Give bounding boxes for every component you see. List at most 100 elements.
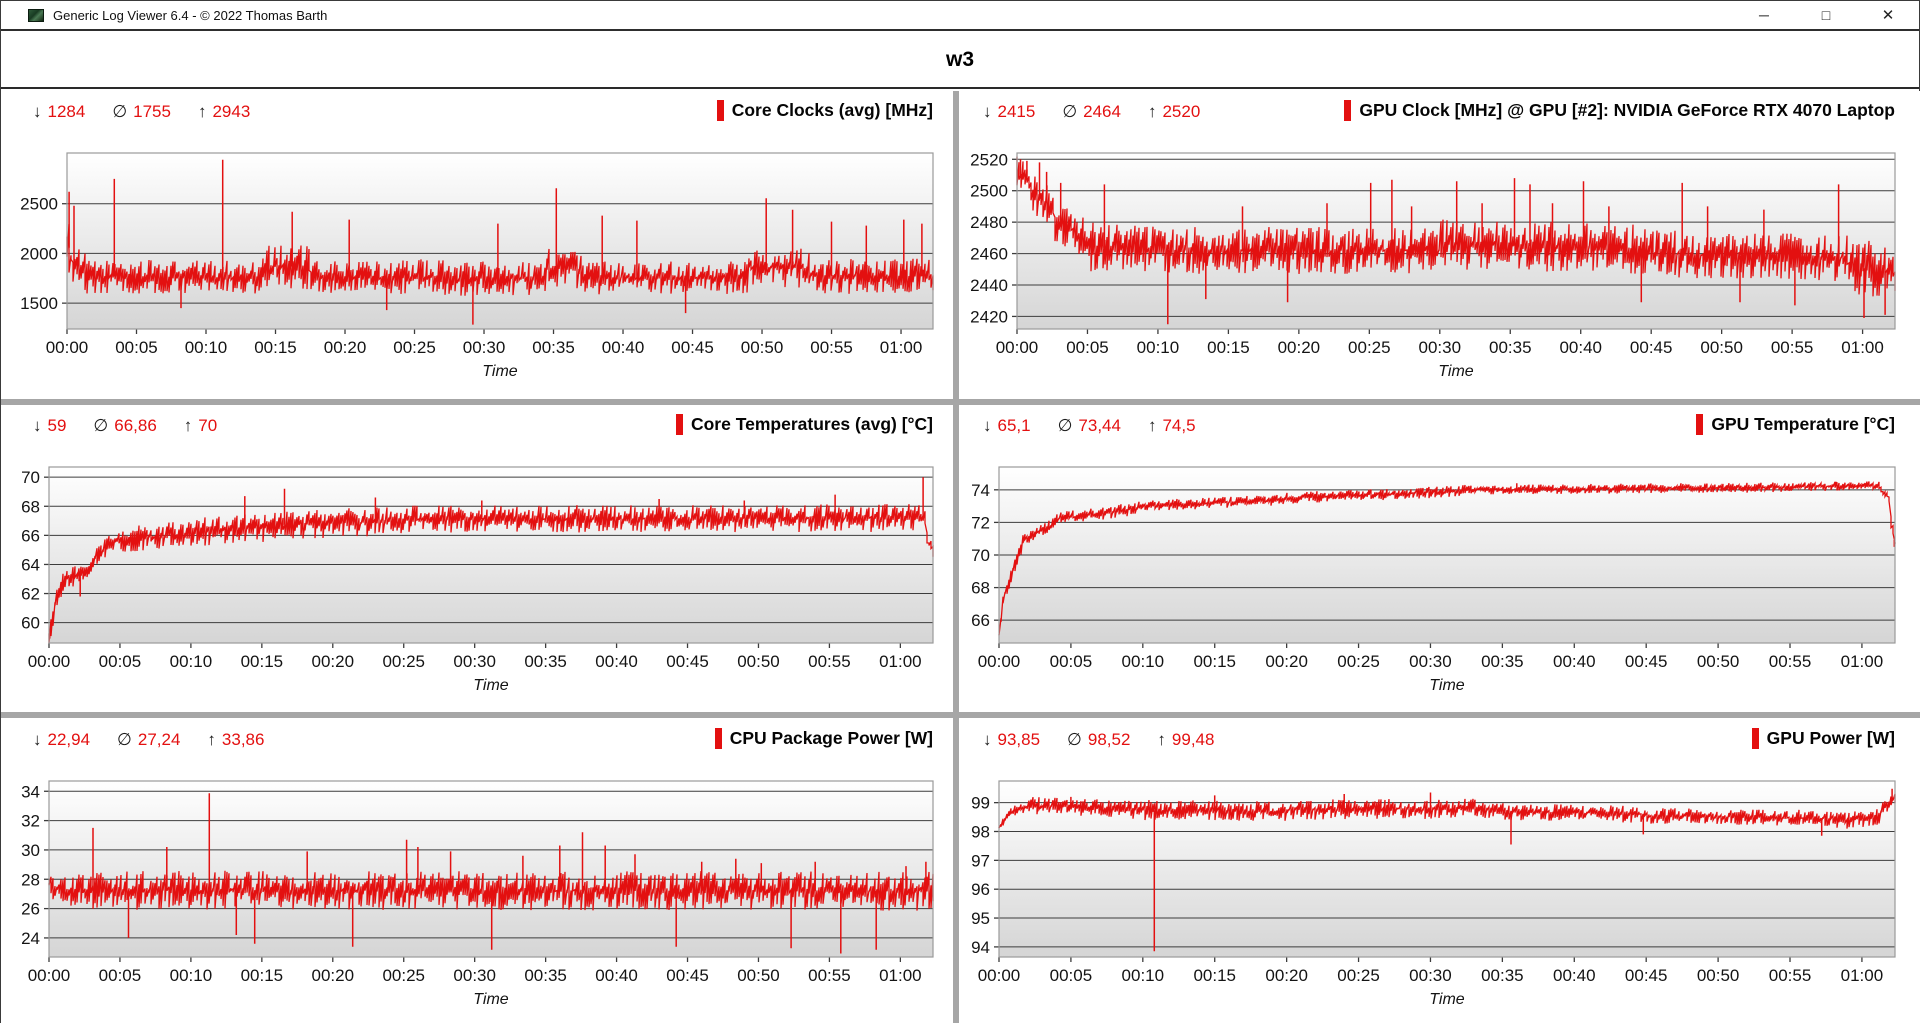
chart-panel-core-clocks: ↓ 1284 ∅ 1755 ↑ 2943 Core Clocks (avg) [MHz] 25… (9, 91, 953, 399)
minimize-button[interactable]: ─ (1759, 7, 1769, 23)
svg-text:Time: Time (1438, 363, 1474, 380)
stat-max-value: 99,48 (1171, 730, 1215, 749)
plot-cpu-package-power[interactable]: 34 32 30 28 26 24 00:00 00:05 00:10 00:15 00:20 00:… (9, 719, 953, 1023)
svg-text:00:50: 00:50 (737, 652, 780, 671)
max-icon: ↑ (197, 102, 207, 121)
stats-row: ↓ 93,85 ∅ 98,52 ↑ 99,48 (983, 730, 1214, 750)
stats-row: ↓ 22,94 ∅ 27,24 ↑ 33,86 (33, 730, 264, 750)
svg-text:00:25: 00:25 (1337, 652, 1380, 671)
plot-core-clocks[interactable]: 2500 2000 1500 00:00 00:05 00:10 00:15 00:20 00:… (9, 91, 953, 399)
stats-row: ↓ 65,1 ∅ 73,44 ↑ 74,5 (983, 416, 1196, 436)
svg-text:74: 74 (971, 481, 990, 500)
stat-min-value: 93,85 (997, 730, 1041, 749)
svg-text:28: 28 (21, 870, 40, 889)
svg-text:00:05: 00:05 (115, 338, 158, 357)
svg-text:00:25: 00:25 (1348, 338, 1391, 357)
series-color-icon (716, 100, 724, 121)
stat-max: ↑ 70 (184, 416, 217, 436)
svg-text:72: 72 (971, 513, 990, 532)
svg-text:00:35: 00:35 (524, 966, 567, 985)
file-header: w3 (1, 33, 1919, 89)
stats-row: ↓ 1284 ∅ 1755 ↑ 2943 (33, 102, 250, 122)
svg-text:00:20: 00:20 (1265, 652, 1308, 671)
max-icon: ↑ (1147, 102, 1157, 121)
svg-text:00:15: 00:15 (241, 652, 284, 671)
svg-text:97: 97 (971, 851, 990, 870)
avg-icon: ∅ (1057, 416, 1073, 435)
legend: CPU Package Power [W] (714, 728, 933, 749)
svg-text:00:05: 00:05 (1050, 652, 1093, 671)
svg-text:2420: 2420 (970, 307, 1008, 326)
svg-text:00:15: 00:15 (254, 338, 297, 357)
svg-text:00:55: 00:55 (1771, 338, 1814, 357)
stat-min: ↓ 93,85 (983, 730, 1040, 750)
svg-text:Time: Time (473, 677, 509, 694)
legend: GPU Clock [MHz] @ GPU [#2]: NVIDIA GeFor… (1344, 100, 1895, 121)
svg-text:01:00: 01:00 (879, 652, 922, 671)
avg-icon: ∅ (93, 416, 109, 435)
close-button[interactable]: ✕ (1881, 7, 1895, 24)
series-color-icon (675, 414, 683, 435)
stat-min: ↓ 2415 (983, 102, 1035, 122)
stat-avg: ∅ 2464 (1062, 102, 1121, 122)
svg-text:00:40: 00:40 (595, 966, 638, 985)
window-controls: ─ □ ✕ (1733, 1, 1919, 29)
stat-max: ↑ 74,5 (1148, 416, 1196, 436)
svg-text:64: 64 (21, 555, 40, 574)
svg-text:00:35: 00:35 (1481, 652, 1524, 671)
svg-text:00:55: 00:55 (808, 966, 851, 985)
chart-panel-gpu-power: ↓ 93,85 ∅ 98,52 ↑ 99,48 GPU Power [W] 99 98 97 96 9… (959, 719, 1915, 1023)
svg-text:00:00: 00:00 (28, 966, 71, 985)
max-icon: ↑ (183, 416, 193, 435)
svg-text:00:00: 00:00 (996, 338, 1039, 357)
svg-text:Time: Time (473, 991, 509, 1008)
min-icon: ↓ (33, 102, 42, 121)
min-icon: ↓ (33, 730, 42, 749)
series-color-icon (1751, 728, 1759, 749)
app-icon (28, 8, 44, 22)
legend: GPU Temperature [°C] (1696, 414, 1895, 435)
svg-text:00:45: 00:45 (671, 338, 714, 357)
min-icon: ↓ (983, 730, 992, 749)
svg-text:01:00: 01:00 (1841, 966, 1884, 985)
chart-panel-cpu-package-power: ↓ 22,94 ∅ 27,24 ↑ 33,86 CPU Package Power [W] 3… (9, 719, 953, 1023)
stat-max: ↑ 2520 (1148, 102, 1200, 122)
svg-text:00:10: 00:10 (185, 338, 228, 357)
chart-title: CPU Package Power [W] (729, 728, 933, 748)
max-icon: ↑ (1147, 416, 1157, 435)
plot-gpu-clock[interactable]: 2520 2500 2480 2460 2440 2420 00:00 00:05 00:10 0… (959, 91, 1915, 399)
svg-text:2500: 2500 (20, 195, 58, 214)
svg-text:00:50: 00:50 (1700, 338, 1743, 357)
svg-text:99: 99 (971, 794, 990, 813)
min-icon: ↓ (33, 416, 42, 435)
svg-text:00:50: 00:50 (1697, 652, 1740, 671)
legend: GPU Power [W] (1751, 728, 1895, 749)
svg-text:00:05: 00:05 (99, 966, 142, 985)
stat-min-value: 22,94 (47, 730, 91, 749)
stat-min-value: 65,1 (997, 416, 1031, 435)
svg-text:00:25: 00:25 (1337, 966, 1380, 985)
svg-text:00:20: 00:20 (324, 338, 367, 357)
svg-text:00:30: 00:30 (1419, 338, 1462, 357)
svg-text:96: 96 (971, 880, 990, 899)
plot-gpu-power[interactable]: 99 98 97 96 95 94 00:00 00:05 00:10 00:15 00:20 00:… (959, 719, 1915, 1023)
svg-text:98: 98 (971, 822, 990, 841)
svg-text:00:00: 00:00 (28, 652, 71, 671)
svg-text:00:55: 00:55 (1769, 652, 1812, 671)
svg-text:00:45: 00:45 (666, 966, 709, 985)
plot-gpu-temperature[interactable]: 74 72 70 68 66 00:00 00:05 00:10 00:15 00:20 00:25… (959, 405, 1915, 712)
svg-text:00:20: 00:20 (312, 652, 355, 671)
stats-row: ↓ 2415 ∅ 2464 ↑ 2520 (983, 102, 1200, 122)
svg-text:1500: 1500 (20, 294, 58, 313)
plot-core-temperatures[interactable]: 70 68 66 64 62 60 00:00 00:05 00:10 00:15 00:20 00:… (9, 405, 953, 712)
stat-max-value: 74,5 (1162, 416, 1196, 435)
svg-text:00:15: 00:15 (241, 966, 284, 985)
charts-grid: ↓ 1284 ∅ 1755 ↑ 2943 Core Clocks (avg) [MHz] 25… (1, 91, 1920, 1023)
stat-min: ↓ 65,1 (983, 416, 1031, 436)
svg-text:00:50: 00:50 (741, 338, 784, 357)
chart-panel-gpu-clock: ↓ 2415 ∅ 2464 ↑ 2520 GPU Clock [MHz] @ GPU [#2… (959, 91, 1915, 399)
chart-panel-core-temperatures: ↓ 59 ∅ 66,86 ↑ 70 Core Temperatures (avg) [°C]… (9, 405, 953, 712)
stat-avg-value: 73,44 (1078, 416, 1121, 435)
maximize-button[interactable]: □ (1821, 7, 1831, 23)
